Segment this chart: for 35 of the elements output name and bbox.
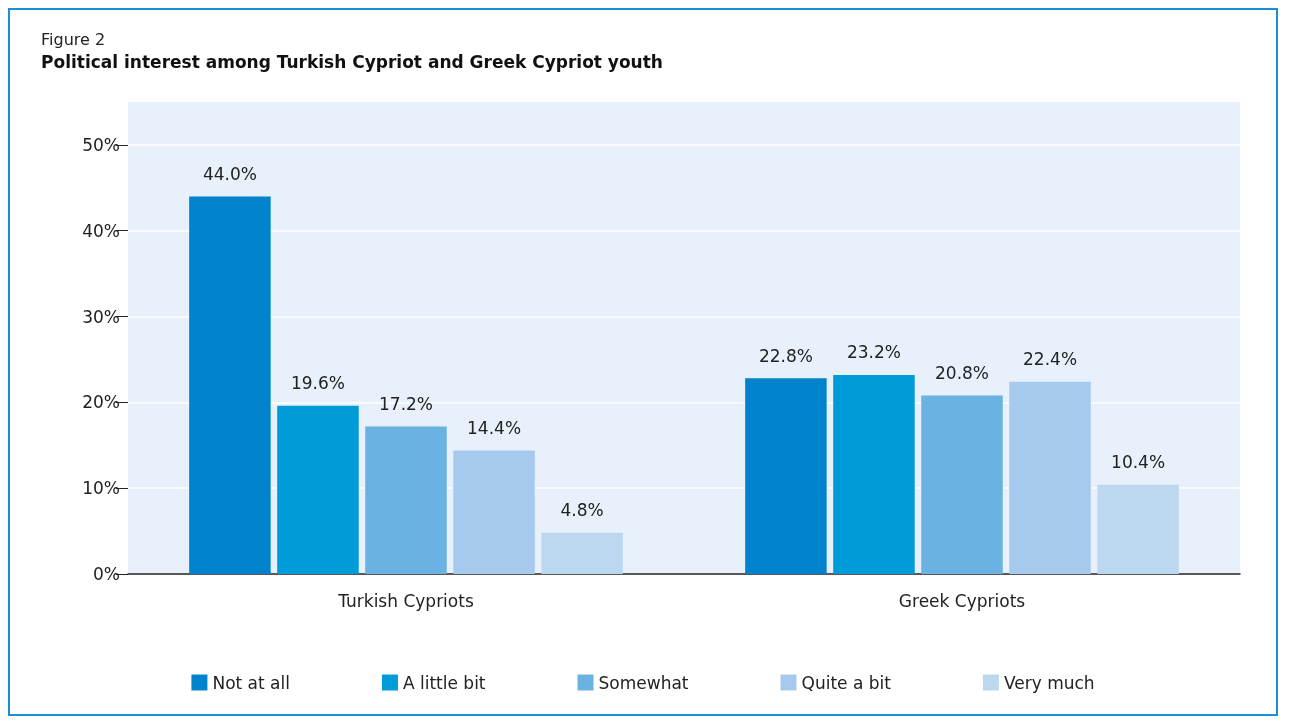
bar (453, 450, 535, 574)
bar (365, 426, 447, 574)
bar (833, 374, 915, 574)
y-tick-label: 20% (82, 392, 120, 413)
bar (189, 196, 271, 574)
legend-label: A little bit (402, 672, 486, 693)
data-label: 22.8% (758, 345, 813, 366)
chart-title: Political interest among Turkish Cypriot and Greek Cypriot youth (41, 51, 663, 72)
data-label: 22.4% (1023, 349, 1078, 370)
y-tick-label: 50% (82, 134, 120, 155)
data-label: 14.4% (467, 417, 522, 438)
legend-label: Quite a bit (801, 672, 892, 693)
bar (1009, 381, 1091, 574)
y-tick-label: 0% (93, 564, 120, 584)
y-tick-label: 30% (82, 306, 120, 327)
data-label: 44.0% (202, 163, 257, 184)
legend-label: Somewhat (598, 672, 689, 693)
bar (541, 532, 623, 574)
y-tick-label: 10% (82, 478, 120, 499)
data-label: 17.2% (378, 393, 434, 414)
legend-label: Very much (1003, 672, 1095, 693)
data-label: 19.6% (290, 373, 345, 394)
y-tick-label: 40% (82, 220, 120, 241)
data-label: 23.2% (846, 342, 901, 363)
data-label: 20.8% (934, 363, 990, 383)
bar (921, 395, 1003, 574)
bar (1097, 484, 1179, 574)
x-tick-label: Greek Cypriots (898, 590, 1026, 611)
bar (277, 405, 359, 574)
data-label: 4.8% (560, 500, 604, 521)
bar (745, 378, 827, 574)
chart-subtitle: Figure 2 (41, 29, 106, 49)
data-label: 10.4% (1111, 452, 1166, 473)
legend-label: Not at all (212, 672, 290, 693)
x-tick-label: Turkish Cypriots (337, 590, 474, 611)
